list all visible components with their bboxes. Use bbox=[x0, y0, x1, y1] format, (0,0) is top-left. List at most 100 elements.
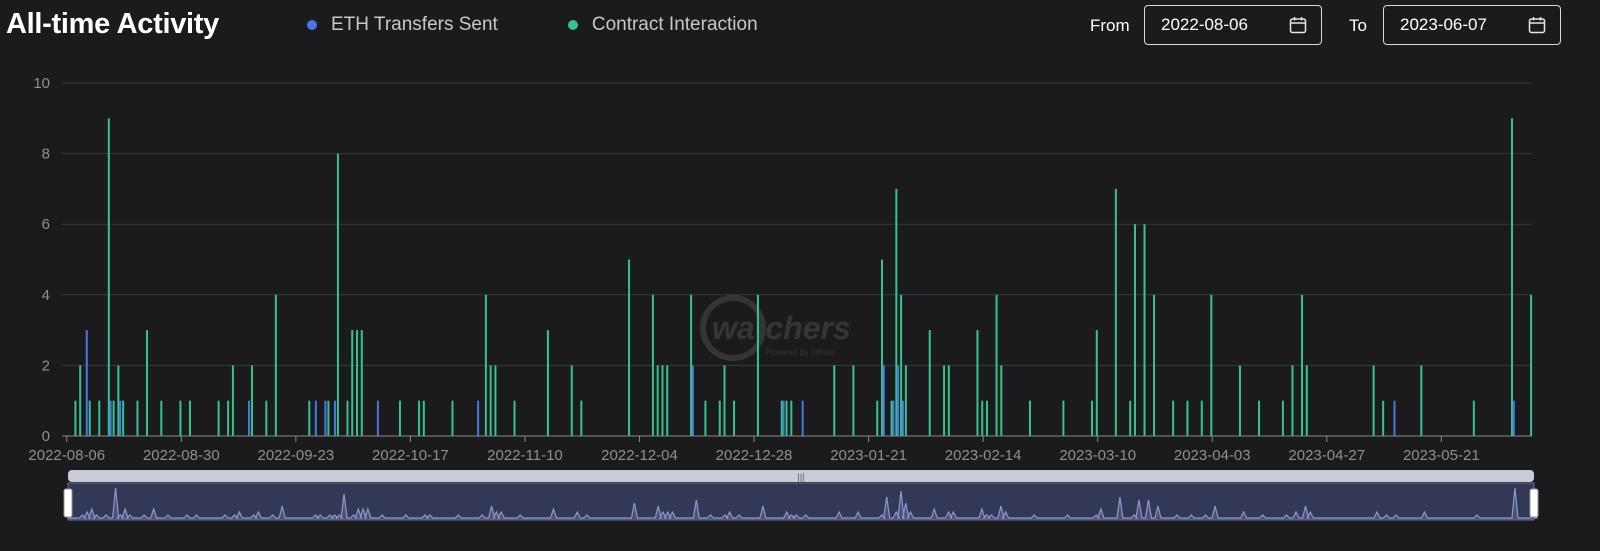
contract-interaction-bar[interactable] bbox=[346, 400, 349, 436]
contract-interaction-bar[interactable] bbox=[1172, 400, 1175, 436]
contract-interaction-bar[interactable] bbox=[651, 294, 654, 436]
contract-interaction-bar[interactable] bbox=[98, 400, 101, 436]
contract-interaction-bar[interactable] bbox=[904, 365, 907, 436]
eth-transfer-bar[interactable] bbox=[324, 400, 327, 436]
contract-interaction-bar[interactable] bbox=[489, 365, 492, 436]
eth-transfer-bar[interactable] bbox=[314, 400, 317, 436]
eth-transfer-bar[interactable] bbox=[109, 400, 112, 436]
contract-interaction-bar[interactable] bbox=[1291, 365, 1294, 436]
contract-interaction-bar[interactable] bbox=[976, 330, 979, 436]
contract-interaction-bar[interactable] bbox=[1238, 365, 1241, 436]
contract-interaction-bar[interactable] bbox=[1200, 400, 1203, 436]
eth-transfer-bar[interactable] bbox=[1512, 400, 1515, 436]
contract-interaction-bar[interactable] bbox=[704, 400, 707, 436]
contract-interaction-bar[interactable] bbox=[876, 400, 879, 436]
contract-interaction-bar[interactable] bbox=[900, 294, 903, 436]
contract-interaction-bar[interactable] bbox=[1511, 118, 1514, 437]
contract-interaction-bar[interactable] bbox=[718, 400, 721, 436]
contract-interaction-bar[interactable] bbox=[1114, 188, 1117, 436]
contract-interaction-bar[interactable] bbox=[790, 400, 793, 436]
eth-transfer-bar[interactable] bbox=[892, 400, 895, 436]
contract-interaction-bar[interactable] bbox=[780, 400, 783, 436]
eth-transfer-bar[interactable] bbox=[119, 400, 122, 436]
calendar-icon[interactable] bbox=[1289, 16, 1307, 34]
contract-interaction-bar[interactable] bbox=[265, 400, 268, 436]
contract-interaction-bar[interactable] bbox=[160, 400, 163, 436]
navigator-scrollbar[interactable] bbox=[68, 470, 1534, 482]
contract-interaction-bar[interactable] bbox=[1143, 224, 1146, 436]
contract-interaction-bar[interactable] bbox=[1091, 400, 1094, 436]
contract-interaction-bar[interactable] bbox=[422, 400, 425, 436]
contract-interaction-bar[interactable] bbox=[122, 400, 125, 436]
eth-transfer-bar[interactable] bbox=[248, 400, 251, 436]
contract-interaction-bar[interactable] bbox=[484, 294, 487, 436]
contract-interaction-bar[interactable] bbox=[79, 365, 82, 436]
contract-interaction-bar[interactable] bbox=[947, 365, 950, 436]
contract-interaction-bar[interactable] bbox=[136, 400, 139, 436]
contract-interaction-bar[interactable] bbox=[327, 400, 330, 436]
contract-interaction-bar[interactable] bbox=[1472, 400, 1475, 436]
contract-interaction-bar[interactable] bbox=[398, 400, 401, 436]
contract-interaction-bar[interactable] bbox=[351, 330, 354, 436]
contract-interaction-bar[interactable] bbox=[1305, 365, 1308, 436]
contract-interaction-bar[interactable] bbox=[570, 365, 573, 436]
contract-interaction-bar[interactable] bbox=[1000, 365, 1003, 436]
contract-interaction-bar[interactable] bbox=[661, 365, 664, 436]
contract-interaction-bar[interactable] bbox=[1129, 400, 1132, 436]
contract-interaction-bar[interactable] bbox=[928, 330, 931, 436]
contract-interaction-bar[interactable] bbox=[986, 400, 989, 436]
contract-interaction-bar[interactable] bbox=[418, 400, 421, 436]
calendar-icon[interactable] bbox=[1528, 16, 1546, 34]
to-date-input[interactable]: 2023-06-07 bbox=[1383, 5, 1561, 45]
contract-interaction-bar[interactable] bbox=[179, 400, 182, 436]
contract-interaction-bar[interactable] bbox=[356, 330, 359, 436]
contract-interaction-bar[interactable] bbox=[336, 153, 339, 436]
eth-transfer-bar[interactable] bbox=[477, 400, 480, 436]
from-date-input[interactable]: 2022-08-06 bbox=[1144, 5, 1322, 45]
contract-interaction-bar[interactable] bbox=[107, 118, 110, 437]
contract-interaction-bar[interactable] bbox=[785, 400, 788, 436]
contract-interaction-bar[interactable] bbox=[981, 400, 984, 436]
contract-interaction-bar[interactable] bbox=[1382, 400, 1385, 436]
contract-interaction-bar[interactable] bbox=[943, 365, 946, 436]
contract-interaction-bar[interactable] bbox=[146, 330, 149, 436]
contract-interaction-bar[interactable] bbox=[733, 400, 736, 436]
contract-interaction-bar[interactable] bbox=[1210, 294, 1213, 436]
contract-interaction-bar[interactable] bbox=[251, 365, 254, 436]
contract-interaction-bar[interactable] bbox=[88, 400, 91, 436]
contract-interaction-bar[interactable] bbox=[852, 365, 855, 436]
contract-interaction-bar[interactable] bbox=[1095, 330, 1098, 436]
contract-interaction-bar[interactable] bbox=[1153, 294, 1156, 436]
contract-interaction-bar[interactable] bbox=[513, 400, 516, 436]
contract-interaction-bar[interactable] bbox=[1372, 365, 1375, 436]
contract-interaction-bar[interactable] bbox=[1301, 294, 1304, 436]
contract-interaction-bar[interactable] bbox=[117, 365, 120, 436]
eth-transfer-bar[interactable] bbox=[376, 400, 379, 436]
contract-interaction-bar[interactable] bbox=[881, 259, 884, 437]
contract-interaction-bar[interactable] bbox=[1281, 400, 1284, 436]
legend-item-contract-interaction[interactable]: Contract Interaction bbox=[567, 14, 758, 36]
contract-interaction-bar[interactable] bbox=[833, 365, 836, 436]
contract-interaction-bar[interactable] bbox=[360, 330, 363, 436]
contract-interaction-bar[interactable] bbox=[895, 188, 898, 436]
eth-transfer-bar[interactable] bbox=[691, 365, 694, 436]
contract-interaction-bar[interactable] bbox=[690, 294, 693, 436]
contract-interaction-bar[interactable] bbox=[274, 294, 277, 436]
eth-transfer-bar[interactable] bbox=[801, 400, 804, 436]
contract-interaction-bar[interactable] bbox=[656, 365, 659, 436]
contract-interaction-bar[interactable] bbox=[628, 259, 631, 437]
contract-interaction-bar[interactable] bbox=[188, 400, 191, 436]
contract-interaction-bar[interactable] bbox=[74, 400, 77, 436]
eth-transfer-bar[interactable] bbox=[882, 365, 885, 436]
eth-transfer-bar[interactable] bbox=[1393, 400, 1396, 436]
eth-transfer-bar[interactable] bbox=[897, 365, 900, 436]
contract-interaction-bar[interactable] bbox=[217, 400, 220, 436]
navigator-right-handle[interactable] bbox=[1529, 488, 1539, 518]
contract-interaction-bar[interactable] bbox=[1420, 365, 1423, 436]
contract-interaction-bar[interactable] bbox=[227, 400, 230, 436]
contract-interaction-bar[interactable] bbox=[546, 330, 549, 436]
contract-interaction-bar[interactable] bbox=[1133, 224, 1136, 436]
contract-interaction-bar[interactable] bbox=[231, 365, 234, 436]
eth-transfer-bar[interactable] bbox=[782, 400, 785, 436]
navigator-left-handle[interactable] bbox=[63, 488, 73, 518]
